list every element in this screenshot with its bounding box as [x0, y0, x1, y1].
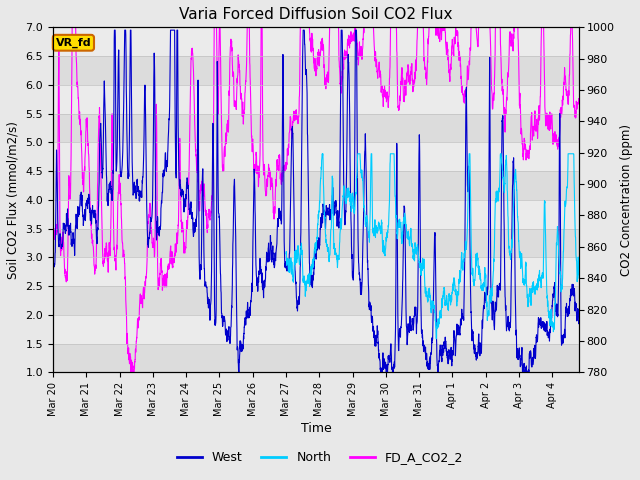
- Bar: [53, 228, 579, 257]
- Bar: [53, 344, 579, 372]
- Bar: [53, 114, 579, 142]
- Bar: [53, 85, 579, 114]
- Bar: [53, 142, 579, 171]
- Y-axis label: Soil CO2 Flux (mmol/m2/s): Soil CO2 Flux (mmol/m2/s): [7, 121, 20, 279]
- Title: Varia Forced Diffusion Soil CO2 Flux: Varia Forced Diffusion Soil CO2 Flux: [179, 7, 452, 22]
- X-axis label: Time: Time: [301, 421, 332, 435]
- Legend: West, North, FD_A_CO2_2: West, North, FD_A_CO2_2: [172, 446, 468, 469]
- Bar: [53, 171, 579, 200]
- Bar: [53, 56, 579, 85]
- Text: VR_fd: VR_fd: [56, 37, 92, 48]
- Bar: [53, 200, 579, 228]
- Bar: [53, 257, 579, 286]
- Y-axis label: CO2 Concentration (ppm): CO2 Concentration (ppm): [620, 124, 633, 276]
- Bar: [53, 27, 579, 56]
- Bar: [53, 315, 579, 344]
- Bar: [53, 286, 579, 315]
